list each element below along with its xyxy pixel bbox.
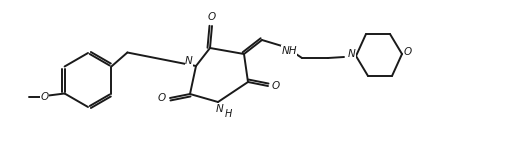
Text: NH: NH bbox=[281, 46, 297, 56]
Text: N: N bbox=[348, 49, 356, 59]
Text: O: O bbox=[404, 47, 412, 57]
Text: N: N bbox=[216, 104, 224, 114]
Text: N: N bbox=[185, 56, 193, 66]
Text: O: O bbox=[158, 93, 166, 103]
Text: O: O bbox=[208, 12, 216, 22]
Text: O: O bbox=[40, 92, 49, 102]
Text: O: O bbox=[272, 81, 280, 91]
Text: H: H bbox=[225, 109, 232, 119]
